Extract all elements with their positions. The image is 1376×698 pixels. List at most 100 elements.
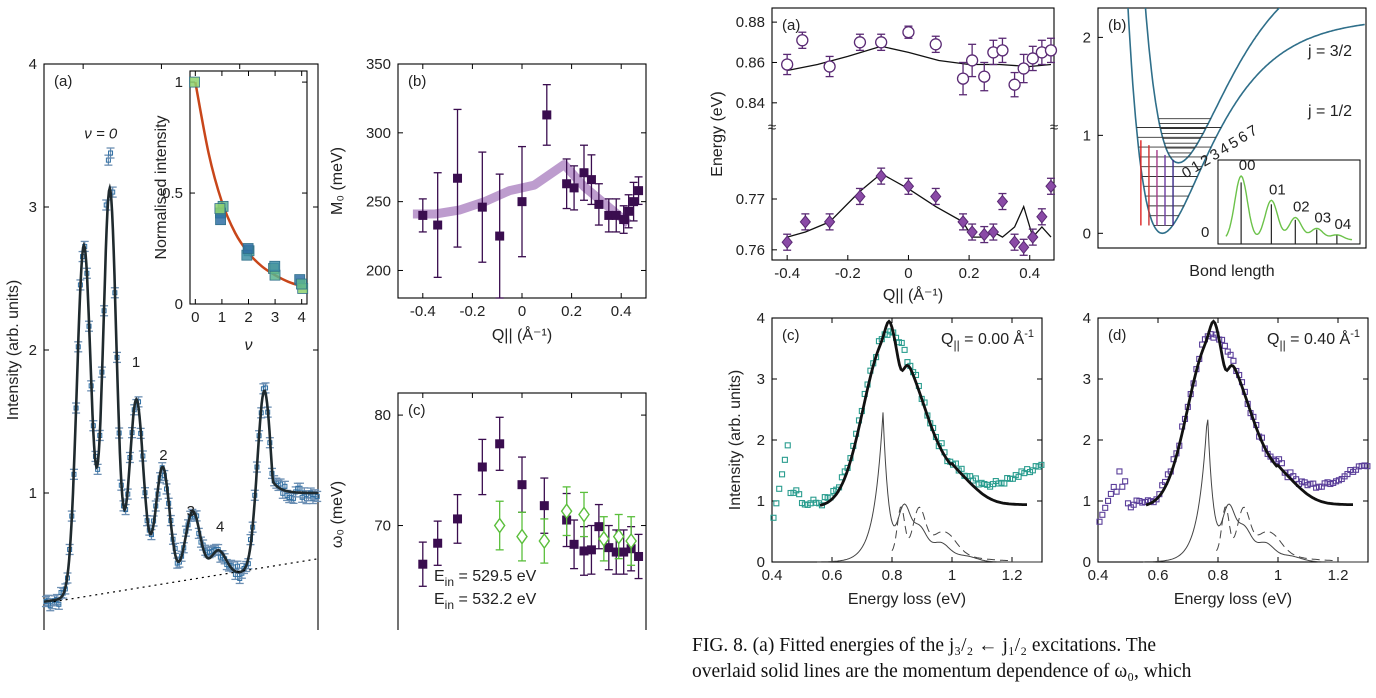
left-c-point	[612, 528, 625, 545]
left-c-point	[493, 517, 506, 534]
left-a-inset-point	[215, 214, 226, 226]
right-a-lower-point	[1008, 235, 1021, 249]
left-a-inset-ylabel: Normalised intensity	[153, 115, 170, 259]
left-b-band	[412, 160, 632, 228]
right-d-point	[1099, 511, 1106, 518]
left-c-legend-entry: Ein = 529.5 eV	[434, 568, 537, 589]
left-b-xtick-label: 0.4	[611, 303, 632, 320]
left-a-inset-xtick-label: 3	[271, 309, 279, 326]
right-a-ytick-label: 0.88	[736, 14, 765, 31]
left-b-ytick-label: 300	[366, 125, 391, 142]
left-a-inset-ytick-label: 0.5	[162, 185, 183, 202]
right-a-xtick-label: 0	[904, 265, 912, 282]
right-b-inset-label: 00	[1239, 157, 1256, 174]
right-a-upper-point	[796, 34, 809, 47]
left-b-point	[517, 197, 527, 207]
left-a-frame	[43, 63, 319, 630]
right-a-lower-point	[1027, 230, 1039, 244]
right-b-curve-label-lower: j = 1/2	[1307, 103, 1352, 120]
left-c-ylabel: ω₀ (meV)	[329, 481, 346, 548]
right-d-point	[1096, 518, 1103, 525]
right-a-ytick-label: 0.86	[736, 54, 765, 71]
right-c-xtick-label: 0.6	[822, 567, 843, 584]
left-b-point	[477, 202, 487, 212]
right-b-inset-label: 04	[1335, 216, 1352, 233]
right-b-plot-area	[1127, 8, 1365, 235]
right-a-panel-label: (a)	[782, 17, 800, 34]
left-c-point	[560, 502, 573, 520]
right-c-ytick-label: 1	[757, 493, 765, 510]
right-a-lower-point	[930, 189, 942, 204]
right-c-point	[781, 456, 788, 463]
right-a-lower-point	[781, 235, 793, 249]
caption-lead: FIG. 8.	[692, 635, 748, 656]
right-a-upper-point	[929, 38, 942, 51]
left-c-point	[453, 514, 463, 524]
left-a-fit-line	[43, 183, 318, 603]
right-a-ytick-label: 0.76	[736, 242, 765, 259]
right-d-ytick-label: 4	[1083, 310, 1091, 327]
right-d-point	[1221, 342, 1228, 349]
right-a-upper-point	[823, 60, 836, 73]
right-d-ytick-label: 1	[1083, 493, 1091, 510]
right-b-frame	[1097, 7, 1367, 249]
left-b-point	[604, 210, 614, 220]
right-a-upper-point	[978, 70, 991, 83]
right-a-lower-point	[978, 227, 990, 242]
right-a-upper-point	[781, 58, 794, 71]
right-c-frame	[771, 317, 1043, 563]
right-d-point	[1230, 357, 1237, 364]
right-d-xtick-label: 1.2	[1328, 567, 1349, 584]
left-c-point	[579, 546, 589, 556]
left-c-point	[569, 539, 579, 549]
right-a-upper-point	[965, 54, 979, 67]
left-a-ytick-label: 4	[29, 56, 37, 73]
left-a-inset-point	[269, 260, 281, 272]
right-d-point	[1119, 483, 1126, 490]
right-d-panel-label: (d)	[1108, 327, 1126, 344]
left-c-ytick-label: 60	[374, 628, 391, 630]
left-c-panel-label: (c)	[408, 402, 426, 419]
right-d-ytick-label: 3	[1083, 371, 1091, 388]
right-c-point	[901, 346, 908, 353]
left-c-point	[477, 462, 487, 472]
left-a-peak-label: 3	[187, 503, 195, 520]
right-c-point	[898, 339, 905, 346]
right-a-axis-break: ≈	[1050, 119, 1058, 136]
right-d-annotation: Q|| = 0.40 Å-1	[1267, 328, 1360, 352]
right-c-ytick-label: 3	[757, 371, 765, 388]
right-d-xtick-label: 0.8	[1208, 567, 1229, 584]
left-a-peak-label: 2	[159, 447, 167, 464]
right-d-point	[1364, 463, 1371, 470]
left-b-point	[562, 179, 572, 189]
right-b-upper-curve	[1144, 8, 1281, 164]
right-a-xtick-label: 0.2	[959, 265, 980, 282]
right-c-xtick-label: 1.2	[1002, 567, 1023, 584]
right-a-upper-point	[875, 36, 888, 49]
right-d-ytick-label: 0	[1083, 554, 1091, 571]
right-a-frame	[771, 7, 1055, 261]
left-c-point	[495, 439, 505, 449]
left-c-point	[634, 551, 644, 561]
left-c-ytick-label: 70	[374, 518, 391, 535]
right-a-ylabel: Energy (eV)	[709, 91, 726, 176]
left-a-baseline-dotted	[53, 558, 319, 603]
left-b-xtick-label: -0.2	[459, 303, 485, 320]
figure-caption: FIG. 8. (a) Fitted energies of the j₃/₂ …	[692, 633, 1368, 685]
right-c-point	[796, 491, 803, 498]
right-a-upper-point	[1044, 44, 1058, 57]
right-b-panel-label: (b)	[1108, 17, 1126, 34]
left-b-point	[629, 197, 639, 207]
left-b-point	[624, 206, 634, 216]
left-a-point	[314, 493, 320, 499]
right-a-lower-point	[1018, 240, 1030, 255]
right-b-inset-label: 03	[1314, 209, 1331, 226]
left-b-xtick-label: 0	[518, 303, 526, 320]
left-a-ytick-label: 3	[29, 199, 37, 216]
left-a-inset-xtick-label: 1	[218, 309, 226, 326]
right-c-component-line	[817, 412, 1042, 563]
right-a-lower-line	[787, 172, 1052, 239]
left-a-inset-point	[296, 278, 307, 290]
right-d-component-line	[1143, 419, 1368, 563]
right-a-xtick-label: -0.4	[774, 265, 800, 282]
